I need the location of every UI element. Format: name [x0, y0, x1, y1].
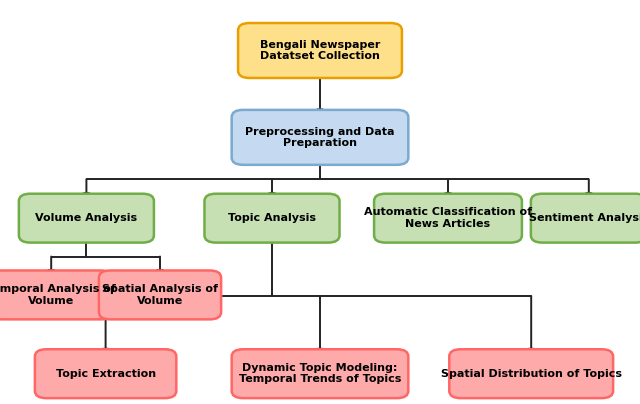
Text: Topic Extraction: Topic Extraction — [56, 369, 156, 379]
Text: Volume Analysis: Volume Analysis — [35, 213, 138, 223]
Text: Bengali Newspaper
Datatset Collection: Bengali Newspaper Datatset Collection — [260, 40, 380, 61]
FancyBboxPatch shape — [449, 349, 613, 398]
FancyBboxPatch shape — [35, 349, 177, 398]
FancyBboxPatch shape — [99, 271, 221, 319]
FancyBboxPatch shape — [374, 194, 522, 242]
Text: Automatic Classification of
News Articles: Automatic Classification of News Article… — [364, 207, 532, 229]
FancyBboxPatch shape — [19, 194, 154, 242]
Text: Spatial Analysis of
Volume: Spatial Analysis of Volume — [102, 284, 218, 306]
Text: Temporal Analysis of
Volume: Temporal Analysis of Volume — [0, 284, 116, 306]
Text: Dynamic Topic Modeling:
Temporal Trends of Topics: Dynamic Topic Modeling: Temporal Trends … — [239, 363, 401, 385]
FancyBboxPatch shape — [0, 271, 113, 319]
FancyBboxPatch shape — [238, 23, 402, 78]
FancyBboxPatch shape — [232, 110, 408, 165]
Text: Preprocessing and Data
Preparation: Preprocessing and Data Preparation — [245, 126, 395, 148]
Text: Topic Analysis: Topic Analysis — [228, 213, 316, 223]
FancyBboxPatch shape — [531, 194, 640, 242]
Text: Spatial Distribution of Topics: Spatial Distribution of Topics — [441, 369, 621, 379]
FancyBboxPatch shape — [205, 194, 339, 242]
Text: Sentiment Analysis: Sentiment Analysis — [529, 213, 640, 223]
FancyBboxPatch shape — [232, 349, 408, 398]
